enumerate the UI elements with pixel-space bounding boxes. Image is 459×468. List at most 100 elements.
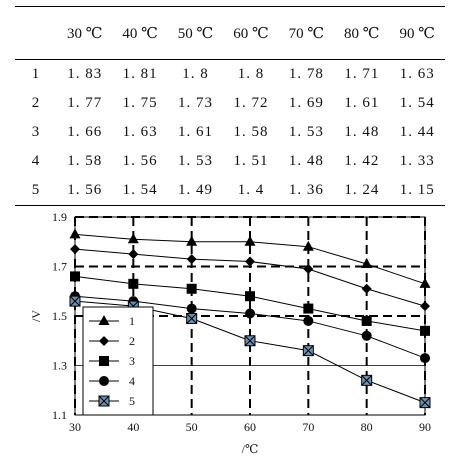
- value-cell: 1. 54: [122, 182, 158, 198]
- value-cell: 1. 24: [344, 182, 380, 198]
- value-cell: 1. 48: [344, 124, 380, 140]
- value-cell: 1. 66: [67, 124, 103, 140]
- square-marker: [70, 271, 80, 282]
- x-square-marker: [186, 312, 198, 324]
- voltage-line-chart: 1.1 1.3 1.5 1.7 1.9 30 40 50 60 70 80 90 /℃ /V 1 2 3 4 5: [29, 210, 431, 456]
- row-label-cell: 4: [31, 153, 41, 169]
- value-cell: 1. 58: [233, 124, 269, 140]
- x-square-cross: [186, 313, 198, 324]
- square-marker: [186, 283, 197, 294]
- value-cell: 1. 4: [237, 182, 265, 198]
- legend-label: 4: [129, 374, 135, 388]
- value-cell: 1. 71: [344, 66, 380, 82]
- diamond-marker: [420, 301, 430, 312]
- value-cell: 1. 69: [288, 95, 324, 111]
- diamond-marker: [70, 244, 80, 255]
- value-cell: 1. 61: [178, 124, 214, 140]
- y-tick-label: 1.5: [52, 309, 67, 323]
- value-cell: 1. 63: [399, 66, 435, 82]
- value-cell: 1. 58: [67, 153, 103, 169]
- x-square-cross: [244, 335, 256, 347]
- table-row: 4 1. 58 1. 56 1. 53 1. 51 1. 48 1. 42 1. 33: [15, 147, 445, 176]
- value-cell: 1. 53: [178, 153, 214, 169]
- x-tick-label: 90: [419, 420, 431, 434]
- circle-marker: [245, 308, 255, 319]
- x-square-marker: [69, 295, 81, 307]
- series-2: [70, 244, 430, 312]
- value-cell: 1. 36: [288, 182, 324, 198]
- value-cell: 1. 49: [178, 182, 214, 198]
- header-cell: 90 ℃: [399, 25, 436, 42]
- triangle-marker: [244, 235, 256, 246]
- value-cell: 1. 8: [182, 66, 209, 82]
- header-cell: 50 ℃: [177, 25, 214, 42]
- data-table-container: 30 ℃ 40 ℃ 50 ℃ 60 ℃ 70 ℃ 80 ℃ 90 ℃ 1 1. 8…: [15, 6, 445, 206]
- value-cell: 1. 8: [237, 66, 265, 82]
- row-label-cell: 3: [31, 124, 41, 140]
- x-tick-label: 50: [186, 420, 198, 434]
- y-tick-label: 1.7: [52, 260, 67, 274]
- value-cell: 1. 51: [233, 153, 269, 169]
- square-marker: [245, 291, 255, 302]
- voltage-table: 30 ℃ 40 ℃ 50 ℃ 60 ℃ 70 ℃ 80 ℃ 90 ℃ 1 1. 8…: [15, 6, 445, 206]
- legend: 1 2 3 4 5: [82, 306, 154, 416]
- table-header-row: 30 ℃ 40 ℃ 50 ℃ 60 ℃ 70 ℃ 80 ℃ 90 ℃: [15, 6, 445, 60]
- value-cell: 1. 75: [122, 95, 158, 111]
- y-tick-label: 1.1: [52, 408, 67, 422]
- series-1: [69, 228, 431, 288]
- x-square-cross: [361, 374, 373, 386]
- diamond-marker: [361, 283, 372, 294]
- triangle-marker: [419, 277, 431, 288]
- row-label-cell: 1: [31, 66, 41, 82]
- value-cell: 1. 54: [399, 95, 435, 111]
- x-tick-label: 60: [244, 420, 256, 434]
- header-cell: 80 ℃: [344, 25, 380, 42]
- x-square-marker: [419, 397, 431, 409]
- y-axis-label: /V: [29, 310, 43, 322]
- x-square-marker: [244, 335, 256, 347]
- x-square-cross: [419, 397, 431, 408]
- x-square-marker: [361, 374, 373, 386]
- header-cell: 70 ℃: [288, 25, 325, 42]
- x-square-cross: [98, 395, 110, 407]
- x-tick-label: 40: [127, 420, 139, 434]
- square-marker: [303, 303, 314, 314]
- legend-label: 1: [129, 314, 135, 328]
- square-marker: [420, 325, 430, 336]
- value-cell: 1. 33: [399, 153, 435, 169]
- x-tick-label: 70: [302, 420, 314, 434]
- y-tick-label: 1.3: [52, 359, 67, 373]
- square-marker: [361, 315, 372, 326]
- value-cell: 1. 48: [288, 153, 324, 169]
- header-cell: 60 ℃: [233, 25, 269, 42]
- table-row: 5 1. 56 1. 54 1. 49 1. 4 1. 36 1. 24 1. 15: [15, 176, 445, 206]
- triangle-marker: [302, 240, 314, 251]
- table-row: 1 1. 83 1. 81 1. 8 1. 8 1. 78 1. 71 1. 63: [15, 60, 445, 90]
- value-cell: 1. 56: [67, 182, 103, 198]
- circle-marker: [420, 353, 430, 364]
- header-cell: 40 ℃: [122, 25, 158, 42]
- header-cell: [15, 7, 57, 60]
- diamond-marker: [99, 336, 109, 346]
- triangle-marker: [361, 258, 373, 269]
- value-cell: 1. 72: [233, 95, 269, 111]
- value-cell: 1. 63: [122, 124, 158, 140]
- x-axis-label: /℃: [242, 442, 259, 456]
- value-cell: 1. 44: [399, 124, 435, 140]
- triangle-marker: [186, 235, 198, 246]
- x-square-cross: [302, 345, 314, 357]
- square-marker: [99, 356, 109, 366]
- x-square-marker: [98, 395, 110, 407]
- table-row: 2 1. 77 1. 75 1. 73 1. 72 1. 69 1. 61 1. 54: [15, 89, 445, 118]
- legend-label: 5: [129, 394, 135, 408]
- legend-label: 2: [129, 334, 135, 348]
- x-square-cross: [69, 295, 81, 307]
- triangle-marker: [98, 315, 110, 325]
- triangle-marker: [69, 228, 81, 239]
- value-cell: 1. 56: [122, 153, 158, 169]
- value-cell: 1. 81: [122, 66, 158, 82]
- x-tick-label: 30: [69, 420, 81, 434]
- value-cell: 1. 42: [344, 153, 380, 169]
- value-cell: 1. 61: [344, 95, 380, 111]
- value-cell: 1. 78: [288, 66, 324, 82]
